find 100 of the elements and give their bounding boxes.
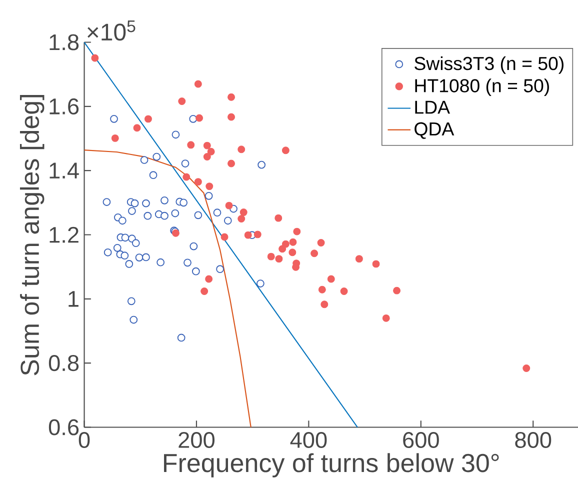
point [289,238,297,246]
point [207,148,215,156]
point [120,252,129,260]
point [189,114,198,123]
point [282,146,290,154]
point [204,192,213,200]
point [382,314,390,322]
point [205,275,213,283]
point [194,211,202,220]
x-tick-label: 600 [403,432,439,448]
point [184,258,192,267]
point [111,134,119,142]
point [178,98,186,106]
point [149,171,158,180]
point [355,255,363,263]
legend-label: LDA [415,100,450,114]
point [318,286,326,294]
point [240,208,248,216]
point [256,280,264,288]
point [278,245,286,253]
point [142,253,150,262]
point [171,209,180,218]
point [104,248,112,256]
point [177,334,186,342]
y-tick-label: 1 [68,291,78,307]
y-tick-label: 0.8 [48,355,79,372]
point [216,265,224,274]
point [238,146,246,154]
y-tick-label: 1.4 [50,162,79,178]
point [182,173,190,181]
point [160,196,168,204]
legend-label: Swiss3T3 (n = 50) [414,56,564,74]
point [320,300,328,308]
y-axis-title: Sum of turn angles [deg] [20,95,44,376]
point [190,242,198,250]
legend-label: HT1080 (n = 50) [415,78,549,96]
point [172,130,180,139]
point [118,216,126,225]
x-tick-label: 800 [515,432,552,448]
point [213,208,222,217]
y-tick-label: 1.8 [50,34,79,50]
legend-label: QDA [414,122,454,139]
point [144,212,152,220]
point [140,156,148,164]
point [152,152,161,161]
point [125,260,134,268]
point [200,287,208,295]
point [128,207,136,215]
point [275,255,283,263]
point [180,198,188,207]
point [142,199,150,208]
point [160,212,168,220]
point [91,54,99,62]
point [228,113,236,121]
point [288,248,296,256]
y-tick-label: 1.6 [50,98,79,114]
point [220,233,228,241]
point [156,258,165,266]
point [192,267,200,276]
y-tick-label: 1.2 [50,226,78,243]
point [203,142,211,150]
point [282,240,290,248]
point [110,114,118,123]
y-tick-label: 0.6 [48,419,79,436]
point [203,153,211,161]
line-series [84,150,252,428]
point [372,260,380,268]
point [133,124,141,132]
point [132,239,140,248]
point [181,160,190,168]
point [310,250,318,258]
point [196,114,204,122]
point [228,160,236,168]
point [121,234,130,242]
point [393,286,401,294]
point [522,364,530,372]
point [113,244,122,252]
point [127,297,136,306]
text: ×10$^{5}$ [88,20,136,41]
point [274,214,282,222]
point [340,287,348,295]
point [194,178,202,186]
x-tick-label: 200 [178,432,215,448]
point [225,202,233,210]
x-tick-label: 400 [290,432,327,448]
point [194,80,202,88]
point [327,275,335,283]
point [258,160,266,169]
point [238,214,246,222]
point [293,228,301,236]
point [228,93,236,101]
point [130,199,139,208]
point [135,254,144,262]
point [317,239,325,247]
point [224,216,232,225]
point [130,316,138,324]
point [267,252,275,260]
point [187,141,195,149]
point [144,115,152,123]
point [254,230,262,238]
